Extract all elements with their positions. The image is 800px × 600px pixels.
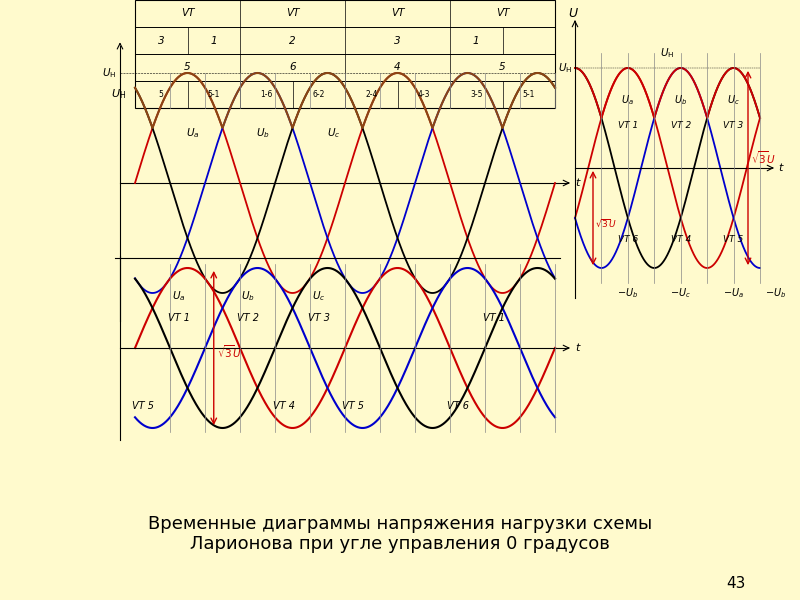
Text: $-U_c$: $-U_c$ — [670, 286, 691, 300]
Text: 2: 2 — [289, 35, 296, 46]
Text: VT 5: VT 5 — [133, 401, 154, 410]
Text: 5: 5 — [159, 90, 164, 99]
Text: $U_c$: $U_c$ — [326, 127, 340, 140]
Text: 4: 4 — [394, 62, 401, 73]
Text: $U_b$: $U_b$ — [256, 127, 270, 140]
Text: 2-4: 2-4 — [365, 90, 378, 99]
Text: U: U — [569, 7, 578, 20]
Text: 3: 3 — [158, 35, 165, 46]
Text: VT 4: VT 4 — [273, 401, 295, 410]
Text: 1: 1 — [473, 35, 479, 46]
Text: $U_{\rm H}$: $U_{\rm H}$ — [660, 46, 674, 60]
Text: VT: VT — [496, 8, 510, 19]
Text: VT 4: VT 4 — [670, 235, 691, 245]
Text: 1-6: 1-6 — [260, 90, 273, 99]
Text: 6: 6 — [289, 62, 296, 73]
Text: VT 1: VT 1 — [168, 313, 190, 323]
Text: VT: VT — [181, 8, 194, 19]
Text: $U_c$: $U_c$ — [727, 93, 740, 107]
Text: t: t — [575, 178, 579, 188]
Text: t: t — [778, 163, 782, 173]
Text: $\sqrt{3}U$: $\sqrt{3}U$ — [751, 149, 776, 166]
Text: $-U_b$: $-U_b$ — [765, 286, 786, 300]
Text: VT 2: VT 2 — [670, 121, 691, 130]
Text: $U_{\rm H}$: $U_{\rm H}$ — [102, 66, 116, 80]
Text: VT: VT — [390, 8, 404, 19]
Text: VT: VT — [286, 8, 299, 19]
Text: $U_b$: $U_b$ — [674, 93, 687, 107]
Text: VT 3: VT 3 — [308, 313, 330, 323]
Text: VT 6: VT 6 — [618, 235, 638, 245]
Text: Временные диаграммы напряжения нагрузки схемы
Ларионова при угле управления 0 гр: Временные диаграммы напряжения нагрузки … — [148, 515, 652, 553]
Text: 5: 5 — [499, 62, 506, 73]
Text: 6-2: 6-2 — [313, 90, 325, 99]
Text: $-U_a$: $-U_a$ — [723, 286, 744, 300]
Text: 3-5: 3-5 — [470, 90, 482, 99]
Text: VT 5: VT 5 — [342, 401, 364, 410]
Text: VT 6: VT 6 — [447, 401, 470, 410]
Text: 5: 5 — [184, 62, 191, 73]
Text: VT 1: VT 1 — [618, 121, 638, 130]
Text: $-U_b$: $-U_b$ — [618, 286, 638, 300]
Text: VT 1: VT 1 — [483, 313, 505, 323]
Text: $U_b$: $U_b$ — [242, 289, 255, 303]
Text: 5-1: 5-1 — [522, 90, 535, 99]
Text: 5-1: 5-1 — [207, 90, 220, 99]
Text: $U_a$: $U_a$ — [186, 127, 199, 140]
Text: $U_c$: $U_c$ — [312, 289, 326, 303]
Text: $U_a$: $U_a$ — [172, 289, 186, 303]
Text: 4-3: 4-3 — [418, 90, 430, 99]
Text: $U_{\rm H}$: $U_{\rm H}$ — [111, 88, 126, 101]
Text: VT 5: VT 5 — [723, 235, 744, 245]
Text: 43: 43 — [726, 576, 746, 591]
Text: $\sqrt{3}U$: $\sqrt{3}U$ — [217, 344, 242, 361]
Text: $\sqrt{3}U$: $\sqrt{3}U$ — [595, 217, 617, 229]
Bar — [135, 0, 555, 108]
Text: 3: 3 — [394, 35, 401, 46]
Text: 1: 1 — [210, 35, 217, 46]
Text: $U_a$: $U_a$ — [622, 93, 634, 107]
Text: $U_{\rm H}$: $U_{\rm H}$ — [558, 61, 572, 75]
Text: VT 3: VT 3 — [723, 121, 744, 130]
Text: VT 2: VT 2 — [238, 313, 259, 323]
Text: t: t — [575, 343, 579, 353]
